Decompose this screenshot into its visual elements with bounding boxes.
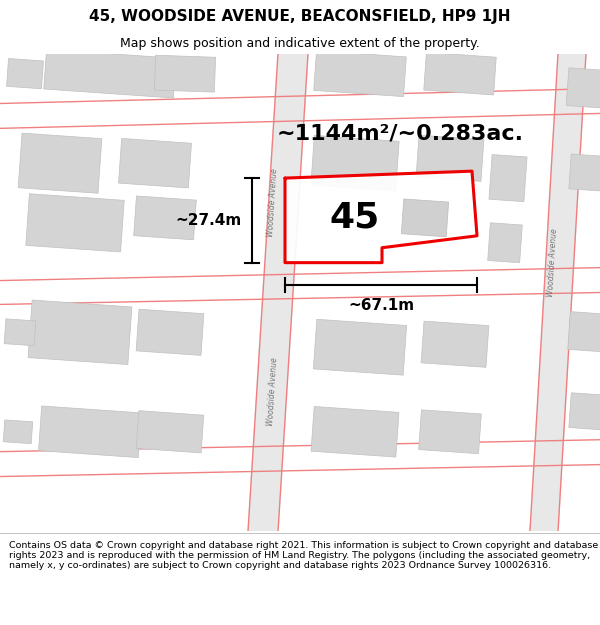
- Polygon shape: [566, 68, 600, 109]
- Polygon shape: [569, 154, 600, 192]
- Polygon shape: [26, 194, 124, 252]
- Polygon shape: [44, 49, 176, 98]
- Polygon shape: [7, 59, 43, 89]
- Polygon shape: [421, 321, 489, 368]
- Polygon shape: [401, 199, 449, 237]
- Polygon shape: [134, 196, 196, 240]
- Polygon shape: [419, 410, 481, 454]
- Text: Woodside Avenue: Woodside Avenue: [266, 357, 280, 427]
- Text: ~67.1m: ~67.1m: [348, 299, 414, 314]
- Polygon shape: [314, 51, 406, 97]
- Polygon shape: [488, 222, 522, 262]
- Polygon shape: [38, 406, 142, 458]
- Polygon shape: [28, 300, 132, 364]
- Polygon shape: [248, 54, 308, 531]
- Polygon shape: [4, 319, 36, 346]
- Polygon shape: [285, 171, 477, 262]
- Polygon shape: [489, 154, 527, 202]
- Polygon shape: [154, 55, 215, 92]
- Polygon shape: [136, 411, 204, 453]
- Polygon shape: [569, 392, 600, 431]
- Text: 45: 45: [330, 201, 380, 235]
- Polygon shape: [424, 52, 496, 95]
- Polygon shape: [530, 54, 586, 531]
- Text: 45, WOODSIDE AVENUE, BEACONSFIELD, HP9 1JH: 45, WOODSIDE AVENUE, BEACONSFIELD, HP9 1…: [89, 9, 511, 24]
- Text: Woodside Avenue: Woodside Avenue: [547, 228, 559, 298]
- Polygon shape: [18, 133, 102, 193]
- Text: Map shows position and indicative extent of the property.: Map shows position and indicative extent…: [120, 36, 480, 49]
- Polygon shape: [136, 309, 204, 356]
- Polygon shape: [313, 319, 407, 375]
- Polygon shape: [568, 312, 600, 353]
- Polygon shape: [416, 135, 484, 181]
- Polygon shape: [119, 138, 191, 188]
- Polygon shape: [3, 420, 33, 444]
- Text: Contains OS data © Crown copyright and database right 2021. This information is : Contains OS data © Crown copyright and d…: [9, 541, 598, 571]
- Polygon shape: [311, 406, 399, 457]
- Text: ~27.4m: ~27.4m: [176, 213, 242, 228]
- Text: ~1144m²/~0.283ac.: ~1144m²/~0.283ac.: [277, 123, 523, 143]
- Polygon shape: [311, 136, 399, 191]
- Text: Woodside Avenue: Woodside Avenue: [266, 168, 280, 238]
